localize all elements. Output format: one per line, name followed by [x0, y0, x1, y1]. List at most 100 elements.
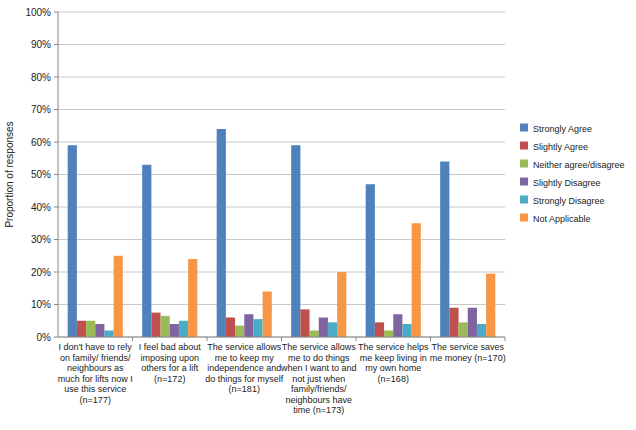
legend-label: Neither agree/disagree	[533, 160, 625, 170]
tick-label: 90%	[31, 39, 51, 50]
category-divider	[505, 337, 506, 341]
category-label-line: time (n=173)	[293, 405, 344, 415]
category-label: I feel bad aboutimposing uponothers for …	[139, 342, 202, 384]
category-label-line: much for lifts now I	[58, 374, 133, 384]
legend-swatch	[520, 196, 528, 204]
legend-swatch	[520, 160, 528, 168]
category-label: I don't have to relyon family/ friends/n…	[58, 342, 133, 405]
tick-label: 50%	[31, 169, 51, 180]
y-axis-label: Proportion of responses	[4, 121, 15, 227]
category-label-line: I don't have to rely	[59, 342, 133, 352]
category-label-line: others for a lift	[141, 363, 199, 373]
category-label: The service helpsme keep living inmy own…	[358, 342, 429, 384]
bar	[161, 316, 170, 337]
bar	[319, 318, 328, 338]
category-label-line: (n=168)	[378, 374, 409, 384]
bar	[384, 331, 393, 338]
tick-mark	[54, 109, 58, 110]
category-label-line: not just when	[292, 374, 345, 384]
bars	[68, 129, 496, 337]
category-label-line: me keep living in	[360, 353, 427, 363]
tick-mark	[54, 174, 58, 175]
tick-label: 70%	[31, 104, 51, 115]
grid-line	[58, 272, 505, 273]
tick-mark	[54, 272, 58, 273]
tick-label: 60%	[31, 137, 51, 148]
bar	[477, 324, 486, 337]
bar	[151, 313, 160, 337]
category-divider	[207, 337, 208, 341]
category-label-line: my own home	[365, 363, 421, 373]
bar	[366, 184, 375, 337]
category-label: The service allowsme to keep myindepende…	[205, 342, 284, 394]
grid-line	[58, 142, 505, 143]
tick-label: 100%	[25, 7, 51, 18]
bar	[188, 259, 197, 337]
bar	[486, 274, 495, 337]
tick-label: 20%	[31, 267, 51, 278]
bar	[291, 145, 300, 337]
bar	[263, 292, 272, 338]
category-label-line: on family/ friends/	[60, 353, 131, 363]
grid-line	[58, 44, 505, 45]
legend-swatch	[520, 124, 528, 132]
bar	[393, 314, 402, 337]
grid-line	[58, 207, 505, 208]
bar	[253, 319, 262, 337]
grid-line	[58, 12, 505, 13]
category-label-line: neighbours as	[67, 363, 124, 373]
category-label-line: family/friends/	[291, 384, 347, 394]
category-label-line: imposing upon	[140, 353, 199, 363]
grid-line	[58, 239, 505, 240]
bar	[86, 321, 95, 337]
tick-label: 10%	[31, 299, 51, 310]
tick-mark	[54, 142, 58, 143]
category-label-line: use this service	[64, 384, 126, 394]
bar	[440, 162, 449, 338]
grid-line	[58, 77, 505, 78]
tick-mark	[54, 77, 58, 78]
category-label-line: me to do things	[288, 353, 350, 363]
legend-label: Slightly Disagree	[533, 178, 601, 188]
tick-label: 80%	[31, 72, 51, 83]
bar	[244, 314, 253, 337]
bar	[459, 322, 468, 337]
bar	[449, 308, 458, 337]
tick-mark	[54, 207, 58, 208]
chart: 0%10%20%30%40%50%60%70%80%90%100%I don't…	[0, 0, 636, 430]
legend-swatch	[520, 142, 528, 150]
category-divider	[430, 337, 431, 341]
grid-line	[58, 174, 505, 175]
tick-mark	[54, 12, 58, 13]
category-label-line: me to keep my	[215, 353, 275, 363]
category-label-line: (n=172)	[154, 374, 185, 384]
category-label-line: I feel bad about	[139, 342, 202, 352]
category-divider	[356, 337, 357, 341]
category-label-line: The service saves	[431, 342, 504, 352]
tick-mark	[54, 239, 58, 240]
bar	[375, 322, 384, 337]
legend-swatch	[520, 178, 528, 186]
tick-mark	[54, 337, 58, 338]
bar	[114, 256, 123, 337]
legend-label: Strongly Disagree	[533, 196, 605, 206]
category-label: The service allowsme to do thingswhen I …	[280, 342, 357, 415]
grid-line	[58, 304, 505, 305]
category-label-line: (n=181)	[229, 384, 260, 394]
bar	[170, 324, 179, 337]
grid-line	[58, 109, 505, 110]
bar	[217, 129, 226, 337]
bar	[235, 326, 244, 337]
tick-mark	[54, 304, 58, 305]
category-label-line: me money (n=170)	[430, 353, 506, 363]
bar	[142, 165, 151, 337]
bar	[104, 331, 113, 338]
legend-label: Strongly Agree	[533, 124, 592, 134]
bar	[95, 324, 104, 337]
bar	[226, 318, 235, 338]
category-label-line: do things for myself	[205, 374, 284, 384]
category-label-line: The service allows	[282, 342, 357, 352]
tick-mark	[54, 44, 58, 45]
category-label: The service savesme money (n=170)	[430, 342, 506, 363]
bar	[68, 145, 77, 337]
